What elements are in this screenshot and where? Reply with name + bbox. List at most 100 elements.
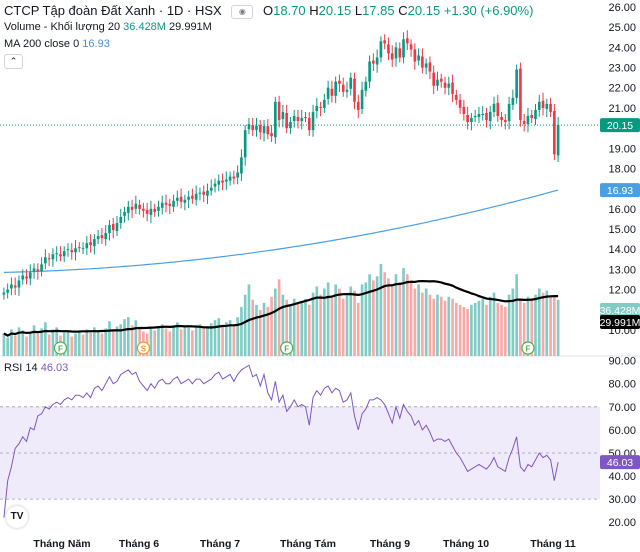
volume-bar xyxy=(390,284,394,356)
rsi-axis-tick: 40.00 xyxy=(608,471,636,483)
x-axis-tick: Tháng 9 xyxy=(370,538,410,550)
rsi-axis-tick: 80.00 xyxy=(608,379,636,391)
volume-value: 36.428M xyxy=(123,21,166,33)
volume-bar xyxy=(549,296,552,356)
rsi-value-badge: 46.03 xyxy=(607,457,633,469)
candle-body xyxy=(111,223,115,231)
volume-bar xyxy=(364,282,368,356)
volume-bar xyxy=(349,286,353,356)
volume-ma-badge: 29.991M xyxy=(600,317,640,329)
chevron-up-icon[interactable]: ⌃ xyxy=(4,54,23,69)
volume-bar xyxy=(81,334,85,356)
volume-bar xyxy=(70,336,74,356)
candle-body xyxy=(266,126,270,135)
candle-body xyxy=(319,106,322,108)
price-axis-tick: 25.00 xyxy=(608,22,636,34)
candle-body xyxy=(402,39,405,58)
candle-body xyxy=(530,114,534,119)
candle-body xyxy=(492,103,496,112)
candle-body xyxy=(198,192,202,194)
price-axis-tick: 12.00 xyxy=(608,285,636,297)
event-marker[interactable]: F xyxy=(280,341,294,355)
candle-body xyxy=(473,116,477,118)
candle-body xyxy=(160,202,164,208)
candle-body xyxy=(108,224,111,234)
low-label: L xyxy=(354,3,363,18)
candle-body xyxy=(59,254,62,257)
candle-body xyxy=(383,40,387,44)
eye-icon[interactable]: ◉ xyxy=(231,4,254,19)
event-marker[interactable]: F xyxy=(53,341,68,355)
volume-bar xyxy=(368,274,371,356)
volume-bar xyxy=(319,294,322,356)
open-label: O xyxy=(262,3,274,18)
volume-bar xyxy=(202,328,206,356)
candle-body xyxy=(138,204,141,209)
candle-body xyxy=(504,120,507,123)
candle-body xyxy=(194,193,198,200)
candle-body xyxy=(157,206,160,211)
candle-body xyxy=(545,103,549,109)
candle-body xyxy=(364,81,368,91)
volume-bar xyxy=(175,322,179,356)
volume-bar xyxy=(266,306,270,356)
candle-body xyxy=(458,99,462,108)
candle-body xyxy=(270,133,273,137)
volume-bar xyxy=(405,274,409,356)
volume-bar xyxy=(432,298,436,356)
ma-label: MA 200 close 0 xyxy=(4,38,80,50)
candle-body xyxy=(409,44,413,50)
candle-body xyxy=(172,200,175,207)
candle-body xyxy=(10,284,13,289)
volume-bar xyxy=(25,336,28,356)
volume-bar xyxy=(507,294,511,356)
ma-legend[interactable]: MA 200 close 0 16.93 xyxy=(4,38,110,50)
candle-body xyxy=(236,172,239,178)
ma-value: 16.93 xyxy=(82,38,110,50)
candle-body xyxy=(55,253,58,255)
candle-body xyxy=(123,211,126,216)
candle-body xyxy=(511,97,515,105)
ma200-line xyxy=(3,189,559,273)
candle-body xyxy=(175,197,179,201)
volume-legend[interactable]: Volume - Khối lượng 20 36.428M 29.991M xyxy=(4,21,212,33)
event-marker[interactable]: S xyxy=(136,341,150,355)
volume-bar xyxy=(447,296,451,356)
volume-bar xyxy=(149,327,153,356)
volume-bar xyxy=(553,296,556,356)
rsi-axis-tick: 70.00 xyxy=(608,402,636,414)
candle-body xyxy=(326,87,330,99)
volume-bar xyxy=(526,296,530,356)
volume-bar xyxy=(191,330,194,356)
volume-bar xyxy=(168,331,172,356)
volume-bar xyxy=(462,306,466,356)
candle-body xyxy=(534,109,537,120)
volume-bar xyxy=(160,324,164,356)
volume-bar xyxy=(130,325,134,356)
candle-body xyxy=(183,199,187,203)
candle-body xyxy=(379,41,383,58)
volume-bar xyxy=(44,322,47,356)
candle-body xyxy=(477,113,481,118)
volume-bar xyxy=(153,330,157,356)
price-axis-tick: 14.00 xyxy=(608,244,636,256)
candle-body xyxy=(375,57,379,65)
volume-bar xyxy=(209,323,213,356)
candle-body xyxy=(40,264,43,272)
change-value: +1.30 (+6.90%) xyxy=(443,3,534,18)
candle-body xyxy=(315,105,319,111)
volume-bar xyxy=(236,317,239,356)
rsi-legend[interactable]: RSI 14 46.03 xyxy=(4,362,68,374)
volume-bar xyxy=(496,302,500,356)
event-marker[interactable]: F xyxy=(521,341,535,355)
volume-bar xyxy=(334,284,337,356)
candle-body xyxy=(168,203,172,206)
volume-ma-value: 29.991M xyxy=(169,21,212,33)
candle-body xyxy=(526,116,530,125)
candle-body xyxy=(62,251,66,257)
volume-bar xyxy=(439,296,443,356)
volume-bar xyxy=(274,288,277,356)
volume-bar xyxy=(217,318,221,356)
candle-body xyxy=(466,114,469,123)
